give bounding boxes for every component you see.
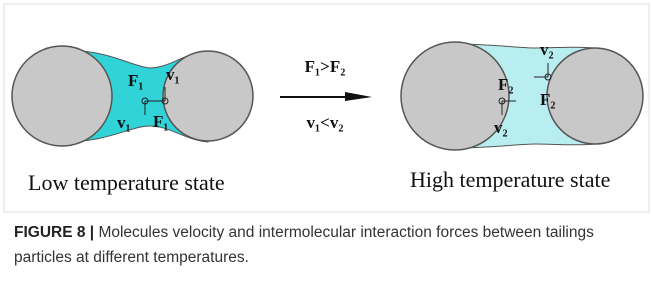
arrow-label: F₁>F₂: [305, 57, 346, 76]
label: F₁: [153, 112, 168, 131]
figure: F₁ v₁ v₁ F₁ F₁>F₂ v₁<v₂ F₂ v₂ v₂ F₂ Low …: [0, 0, 653, 215]
figure-caption: FIGURE 8 | Molecules velocity and interm…: [14, 220, 634, 270]
caption-label: FIGURE 8 |: [14, 224, 94, 241]
particle: [401, 42, 509, 150]
caption-text: Molecules velocity and intermolecular in…: [14, 224, 594, 266]
state-caption: Low temperature state: [28, 170, 225, 195]
arrow-label: v₁<v₂: [307, 113, 344, 132]
arrow-head: [345, 92, 372, 101]
state-caption: High temperature state: [410, 167, 610, 192]
page: F₁ v₁ v₁ F₁ F₁>F₂ v₁<v₂ F₂ v₂ v₂ F₂ Low …: [0, 0, 653, 288]
label: v₂: [540, 40, 554, 59]
label: F₂: [498, 75, 513, 94]
label: F₁: [128, 71, 143, 90]
label: v₁: [166, 65, 180, 84]
particle: [12, 46, 112, 146]
label: v₁: [117, 113, 131, 132]
label: v₂: [494, 118, 508, 137]
particle: [547, 48, 643, 144]
label: F₂: [540, 90, 555, 109]
